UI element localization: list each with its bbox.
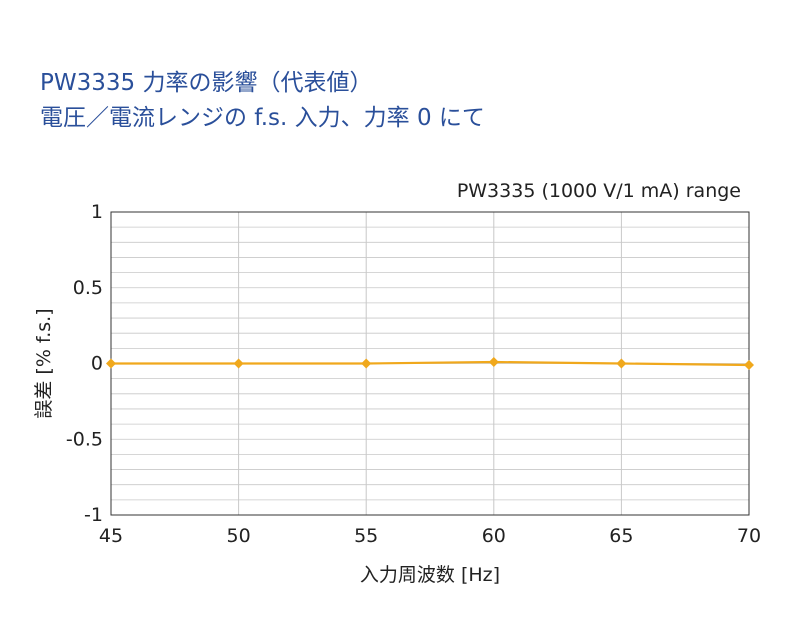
series-group (106, 356, 754, 371)
y-tick-label: -0.5 (66, 428, 103, 450)
x-tick-label: 50 (227, 525, 251, 547)
y-axis-label: 誤差 [% f.s.] (33, 308, 55, 418)
chart-subtitle: PW3335 (1000 V/1 mA) range (457, 180, 741, 202)
minor-gridlines (111, 226, 749, 501)
y-tick-label: 0.5 (73, 277, 103, 299)
x-tick-labels: 45 50 55 60 65 70 (99, 525, 761, 547)
x-tick-label: 65 (609, 525, 633, 547)
y-tick-labels: -1 -0.5 0 0.5 1 (66, 201, 103, 526)
x-axis-label: 入力周波数 [Hz] (360, 564, 500, 586)
chart-title-line-1: PW3335 力率の影響（代表値） (40, 70, 373, 96)
x-tick-label: 60 (482, 525, 506, 547)
chart-title-line-2: 電圧／電流レンジの f.s. 入力、力率 0 にて (40, 105, 485, 131)
data-point-marker (744, 360, 754, 371)
series-line (111, 360, 750, 367)
x-tick-label: 70 (737, 525, 761, 547)
data-point-marker (233, 358, 244, 369)
data-point-marker (106, 358, 116, 369)
data-point-marker (616, 358, 627, 369)
y-tick-label: 1 (91, 201, 103, 223)
data-point-marker (361, 358, 372, 369)
x-tick-label: 45 (99, 525, 123, 547)
x-tick-label: 55 (354, 525, 378, 547)
y-tick-label: 0 (91, 353, 103, 375)
y-tick-label: -1 (84, 504, 103, 526)
data-point-marker (488, 356, 499, 367)
